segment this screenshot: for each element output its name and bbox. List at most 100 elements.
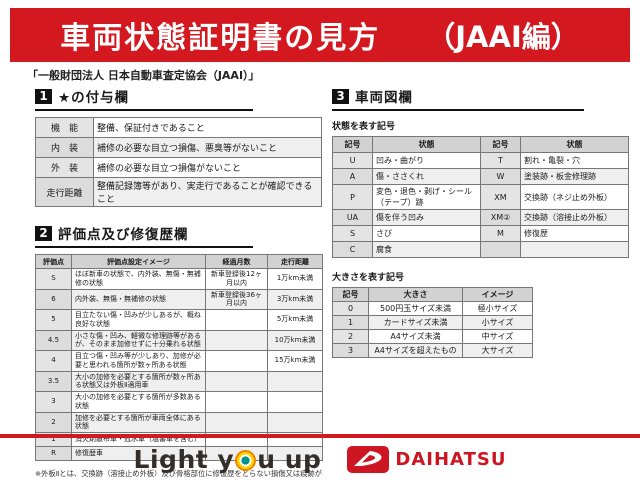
table-row: 4 目立つ傷・凹み等が少しあり、加修が必要と思われる箇所が数ヶ所ある状態 15万… xyxy=(35,350,323,372)
distance-cell: 15万km未満 xyxy=(267,350,323,372)
footer: Light y u up DAIHATSU xyxy=(0,442,640,476)
row-label: 走行距離 xyxy=(35,177,94,207)
meaning-cell: 傷を伴う凹み xyxy=(372,209,481,226)
slogan-text-right: u up xyxy=(257,444,322,474)
section1-number-badge: 1 xyxy=(35,88,52,104)
column-header: 記号 xyxy=(332,287,369,302)
symbol-cell: 1 xyxy=(332,315,369,330)
months-cell xyxy=(205,309,268,331)
column-header: 評価点 xyxy=(35,254,72,269)
distance-cell xyxy=(267,411,323,433)
symbol-cell: XM xyxy=(480,184,521,210)
symbol-cell: 3 xyxy=(332,343,369,358)
distance-cell xyxy=(267,370,323,392)
desc-cell: 大小の加修を必要とする箇所が数ヶ所ある状態又は外板Ⅱ適用車 xyxy=(71,370,206,392)
desc-cell: ほぼ新車の状態で、内外装、無傷・無補修の状態 xyxy=(71,268,206,290)
condition-symbols-table: 記号 状態 記号 状態 U 凹み・曲がり T 割れ・亀裂・穴 A 傷・ささくれ … xyxy=(332,136,629,258)
table-row: U 凹み・曲がり T 割れ・亀裂・穴 xyxy=(332,152,629,169)
table-header-row: 記号 大きさ イメージ xyxy=(332,287,533,302)
meaning-cell: 腐食 xyxy=(372,241,481,258)
distance-cell: 1万km未満 xyxy=(267,268,323,290)
table-row: 外 装 補修の必要な目立つ損傷がないこと xyxy=(35,157,322,178)
table-row: 0 500円玉サイズ未満 極小サイズ xyxy=(332,301,533,316)
desc-cell: 修復歴車 xyxy=(71,446,206,461)
symbols-caption: 状態を表す記号 xyxy=(332,122,396,132)
months-cell: 新車登録後12ヶ月以内 xyxy=(205,268,268,290)
image-cell: 大サイズ xyxy=(462,343,533,358)
size-symbols-table: 記号 大きさ イメージ 0 500円玉サイズ未満 極小サイズ 1 カードサイズ未… xyxy=(332,287,533,358)
symbol-cell: W xyxy=(480,168,521,185)
column-header: 評価点設定イメージ xyxy=(71,254,206,269)
desc-cell: 目立つ傷・凹み等が少しあり、加修が必要と思われる箇所が数ヶ所ある状態 xyxy=(71,350,206,372)
meaning-cell: 交換跡（ネジ止め外板） xyxy=(520,184,629,210)
meaning-cell: さび xyxy=(372,225,481,242)
row-label: 機 能 xyxy=(35,117,94,138)
daihatsu-d-mark-icon xyxy=(347,445,390,473)
table-row: 6 内外装、無傷・無補修の状態 新車登録後36ヶ月以内 3万km未満 xyxy=(35,288,323,310)
symbol-cell: P xyxy=(332,184,373,210)
months-cell xyxy=(205,411,268,433)
meaning-cell: 交換跡（溶接止め外板） xyxy=(520,209,629,226)
table-row: 走行距離 整備記録簿等があり、実走行であることが確認できること xyxy=(35,177,322,207)
daihatsu-wordmark: DAIHATSU xyxy=(395,448,507,470)
light-you-up-o-icon xyxy=(235,450,257,471)
section1-header: 1 ★の付与欄 xyxy=(35,86,253,111)
meaning-cell: 傷・ささくれ xyxy=(372,168,481,185)
section2-number-badge: 2 xyxy=(35,225,52,241)
months-cell xyxy=(205,370,268,392)
table-row: 1 カードサイズ未満 小サイズ xyxy=(332,315,533,330)
footer-divider xyxy=(0,434,640,438)
section1-title: ★の付与欄 xyxy=(58,90,130,106)
meaning-cell: 修復歴 xyxy=(520,225,629,242)
footnotes: ※外板Ⅱとは、交換跡（溶接止め外板）及び骨格部位に修復歴をとらない損傷又は痕跡が… xyxy=(35,468,322,480)
distance-cell xyxy=(267,446,323,461)
section3-title: 車両図欄 xyxy=(355,90,413,106)
symbol-cell: UA xyxy=(332,209,373,226)
table-row: 4.5 小さな傷・凹み、軽微な修理跡等があるが、そのまま加修せずに十分乗れる状態… xyxy=(35,329,323,351)
table-row: S ほぼ新車の状態で、内外装、無傷・無補修の状態 新車登録後12ヶ月以内 1万k… xyxy=(35,268,323,290)
table-row: 3.5 大小の加修を必要とする箇所が数ヶ所ある状態又は外板Ⅱ適用車 xyxy=(35,370,323,392)
table-row: P 変色・退色・剥げ・シール（テープ）跡 XM 交換跡（ネジ止め外板） xyxy=(332,184,629,210)
column-header: 記号 xyxy=(332,136,373,153)
size-cell: A4サイズ未満 xyxy=(368,329,463,344)
slogan-text-left: Light y xyxy=(133,444,235,474)
table-row: 内 装 補修の必要な目立つ損傷、悪臭等がないこと xyxy=(35,137,322,158)
grade-cell: 3 xyxy=(35,391,72,413)
star-criteria-table: 機 能 整備、保証付きであること 内 装 補修の必要な目立つ損傷、悪臭等がないこ… xyxy=(35,117,322,207)
desc-cell: 内外装、無傷・無補修の状態 xyxy=(71,288,206,310)
desc-cell: 大小の加修を必要とする箇所が多数ある状態 xyxy=(71,391,206,413)
table-row: 2 加修を必要とする箇所が車両全体にある状態 xyxy=(35,411,323,433)
grade-cell: S xyxy=(35,268,72,290)
section3-number-badge: 3 xyxy=(332,88,349,104)
grade-cell: 4.5 xyxy=(35,329,72,351)
size-cell: カードサイズ未満 xyxy=(368,315,463,330)
desc-cell: 加修を必要とする箇所が車両全体にある状態 xyxy=(71,411,206,433)
months-cell xyxy=(205,391,268,413)
row-value: 補修の必要な目立つ損傷がないこと xyxy=(93,157,322,178)
row-label: 外 装 xyxy=(35,157,94,178)
symbol-cell: XM② xyxy=(480,209,521,226)
daihatsu-logo: DAIHATSU xyxy=(347,445,507,473)
desc-cell: 目立たない傷・凹みが少しあるが、概ね良好な状態 xyxy=(71,309,206,331)
grade-cell: 6 xyxy=(35,288,72,310)
table-header-row: 評価点 評価点設定イメージ 経過月数 走行距離 xyxy=(35,254,323,269)
symbol-cell: A xyxy=(332,168,373,185)
symbol-cell: S xyxy=(332,225,373,242)
page-title: 車両状態証明書の見方 xyxy=(60,21,381,56)
symbol-cell: 2 xyxy=(332,329,369,344)
column-header: イメージ xyxy=(462,287,533,302)
column-header: 大きさ xyxy=(368,287,463,302)
section3-header: 3 車両図欄 xyxy=(332,86,584,111)
symbol-cell: U xyxy=(332,152,373,169)
header-banner: 車両状態証明書の見方 （JAAI編） xyxy=(10,8,630,62)
table-row: C 腐食 xyxy=(332,241,629,258)
row-value: 整備記録簿等があり、実走行であることが確認できること xyxy=(93,177,322,207)
table-row: 機 能 整備、保証付きであること xyxy=(35,117,322,138)
symbol-cell: M xyxy=(480,225,521,242)
table-row: 5 目立たない傷・凹みが少しあるが、概ね良好な状態 5万km未満 xyxy=(35,309,323,331)
meaning-cell: 塗装跡・板金修理跡 xyxy=(520,168,629,185)
months-cell: 新車登録後36ヶ月以内 xyxy=(205,288,268,310)
meaning-cell: 変色・退色・剥げ・シール（テープ）跡 xyxy=(372,184,481,210)
table-row: S さび M 修復歴 xyxy=(332,225,629,242)
